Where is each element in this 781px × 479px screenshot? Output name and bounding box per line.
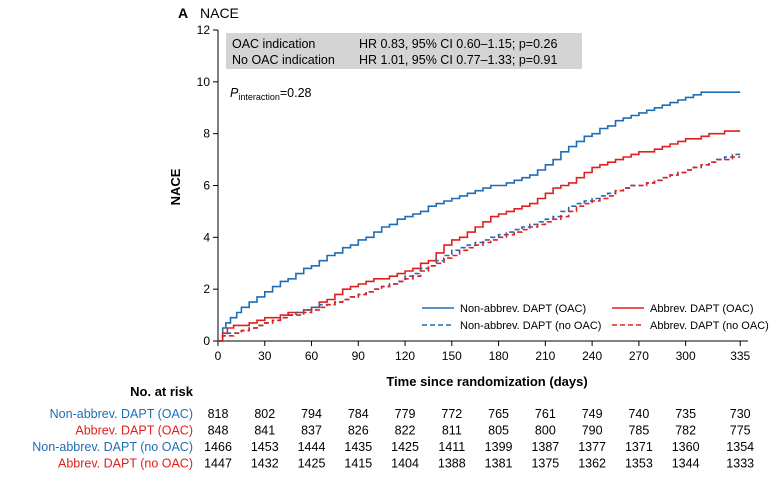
risk-cell: 1399 bbox=[485, 440, 513, 454]
risk-cell: 1425 bbox=[298, 457, 326, 471]
risk-cell: 1360 bbox=[672, 440, 700, 454]
risk-cell: 1387 bbox=[531, 440, 559, 454]
risk-cell: 735 bbox=[675, 407, 696, 421]
x-tick-label: 180 bbox=[489, 349, 509, 363]
x-tick-label: 120 bbox=[395, 349, 415, 363]
risk-cell: 730 bbox=[730, 407, 751, 421]
hr-row-1-value: HR 0.83, 95% CI 0.60–1.15; p=0.26 bbox=[359, 37, 557, 51]
p-interaction-label: Pinteraction=0.28 bbox=[230, 86, 312, 102]
p-subscript: interaction bbox=[238, 92, 280, 102]
legend-label: Abbrev. DAPT (no OAC) bbox=[650, 320, 769, 332]
risk-cell: 1404 bbox=[391, 457, 419, 471]
risk-cell: 1415 bbox=[344, 457, 372, 471]
risk-cell: 1362 bbox=[578, 457, 606, 471]
risk-cell: 837 bbox=[301, 424, 322, 438]
risk-cell: 779 bbox=[395, 407, 416, 421]
risk-cell: 785 bbox=[628, 424, 649, 438]
risk-cell: 1425 bbox=[391, 440, 419, 454]
risk-cell: 761 bbox=[535, 407, 556, 421]
risk-cell: 1388 bbox=[438, 457, 466, 471]
x-tick-label: 30 bbox=[258, 349, 272, 363]
risk-cell: 1371 bbox=[625, 440, 653, 454]
risk-row-label: Abbrev. DAPT (no OAC) bbox=[58, 457, 193, 471]
risk-cell: 1354 bbox=[726, 440, 754, 454]
risk-cell: 784 bbox=[348, 407, 369, 421]
risk-table: Non-abbrev. DAPT (OAC) 818 802 794 784 779 772… bbox=[32, 407, 754, 471]
p-symbol: P bbox=[230, 86, 239, 100]
hr-box bbox=[226, 33, 582, 69]
x-axis-label: Time since randomization (days) bbox=[386, 374, 587, 389]
x-tick-label: 0 bbox=[215, 349, 222, 363]
risk-cell: 1333 bbox=[726, 457, 754, 471]
y-tick-label: 0 bbox=[203, 334, 210, 348]
risk-cell: 772 bbox=[441, 407, 462, 421]
x-tick-label: 240 bbox=[582, 349, 602, 363]
legend-label: Abbrev. DAPT (OAC) bbox=[650, 303, 754, 315]
risk-row-label: Non-abbrev. DAPT (no OAC) bbox=[32, 440, 193, 454]
panel-title: NACE bbox=[200, 5, 239, 21]
x-tick-label: 270 bbox=[629, 349, 649, 363]
legend-label: Non-abbrev. DAPT (no OAC) bbox=[460, 320, 601, 332]
risk-cell: 1381 bbox=[485, 457, 513, 471]
risk-cell: 826 bbox=[348, 424, 369, 438]
legend-label: Non-abbrev. DAPT (OAC) bbox=[460, 303, 586, 315]
y-tick-label: 6 bbox=[203, 179, 210, 193]
y-tick-label: 2 bbox=[203, 282, 210, 296]
risk-cell: 749 bbox=[582, 407, 603, 421]
risk-cell: 1453 bbox=[251, 440, 279, 454]
y-tick-label: 4 bbox=[203, 230, 210, 244]
risk-cell: 782 bbox=[675, 424, 696, 438]
risk-cell: 790 bbox=[582, 424, 603, 438]
risk-cell: 1377 bbox=[578, 440, 606, 454]
x-tick-label: 90 bbox=[352, 349, 366, 363]
x-tick-label: 300 bbox=[676, 349, 696, 363]
risk-cell: 1411 bbox=[438, 440, 465, 454]
risk-cell: 794 bbox=[301, 407, 322, 421]
x-tick-label: 150 bbox=[442, 349, 462, 363]
series-line-1 bbox=[218, 91, 741, 342]
risk-cell: 1344 bbox=[672, 457, 700, 471]
risk-cell: 1353 bbox=[625, 457, 653, 471]
risk-cell: 1432 bbox=[251, 457, 279, 471]
risk-cell: 822 bbox=[395, 424, 416, 438]
risk-cell: 775 bbox=[730, 424, 751, 438]
risk-cell: 765 bbox=[488, 407, 509, 421]
series-layer bbox=[218, 91, 741, 342]
risk-cell: 1444 bbox=[298, 440, 326, 454]
risk-cell: 800 bbox=[535, 424, 556, 438]
x-tick-label: 210 bbox=[535, 349, 555, 363]
risk-row-label: Non-abbrev. DAPT (OAC) bbox=[50, 407, 193, 421]
y-tick-label: 10 bbox=[197, 75, 211, 89]
p-value: =0.28 bbox=[280, 86, 312, 100]
risk-cell: 1466 bbox=[204, 440, 232, 454]
legend: Non-abbrev. DAPT (OAC) Abbrev. DAPT (OAC)… bbox=[422, 303, 769, 332]
x-tick-label: 60 bbox=[305, 349, 319, 363]
risk-cell: 811 bbox=[442, 424, 462, 438]
hr-row-1-label: OAC indication bbox=[232, 37, 315, 51]
risk-row-label: Abbrev. DAPT (OAC) bbox=[75, 424, 193, 438]
series-line-2 bbox=[218, 130, 741, 342]
risk-cell: 1447 bbox=[204, 457, 232, 471]
hr-row-2-label: No OAC indication bbox=[232, 53, 335, 67]
risk-cell: 841 bbox=[254, 424, 275, 438]
hr-row-2-value: HR 1.01, 95% CI 0.77–1.33; p=0.91 bbox=[359, 53, 557, 67]
risk-table-title: No. at risk bbox=[130, 384, 194, 399]
x-tick-label: 335 bbox=[730, 349, 750, 363]
risk-cell: 1375 bbox=[531, 457, 559, 471]
panel-letter: A bbox=[178, 5, 188, 21]
y-axis-label: NACE bbox=[168, 168, 183, 205]
risk-cell: 848 bbox=[208, 424, 229, 438]
risk-cell: 740 bbox=[628, 407, 649, 421]
series-line-4 bbox=[218, 156, 741, 342]
risk-cell: 805 bbox=[488, 424, 509, 438]
y-tick-label: 12 bbox=[197, 23, 211, 37]
y-tick-label: 8 bbox=[203, 127, 210, 141]
risk-cell: 1435 bbox=[344, 440, 372, 454]
risk-cell: 802 bbox=[254, 407, 275, 421]
risk-cell: 818 bbox=[208, 407, 229, 421]
